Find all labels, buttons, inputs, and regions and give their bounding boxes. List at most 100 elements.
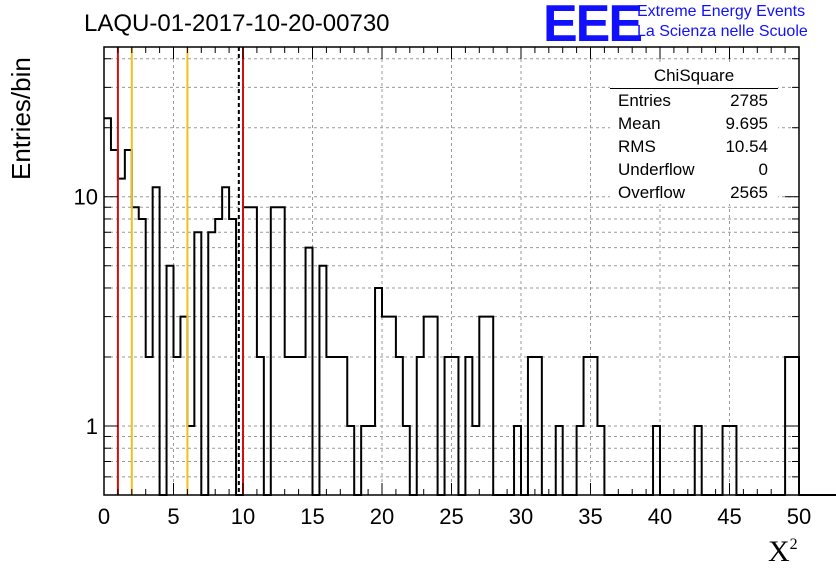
histogram-bin bbox=[695, 426, 702, 495]
stats-row-rms: RMS 10.54 bbox=[610, 135, 778, 158]
histogram-bin bbox=[465, 357, 472, 495]
histogram-bin bbox=[278, 207, 285, 495]
histogram-bin bbox=[257, 357, 264, 495]
histogram-bin bbox=[174, 357, 181, 495]
histogram-outline bbox=[104, 117, 836, 496]
x-tick-label: 0 bbox=[98, 504, 110, 529]
histogram-bin bbox=[403, 426, 410, 495]
stats-label: Mean bbox=[618, 114, 661, 133]
stats-label: Overflow bbox=[618, 183, 686, 202]
x-tick-label: 40 bbox=[648, 504, 672, 529]
histogram-bin bbox=[187, 426, 194, 495]
histogram-bin bbox=[299, 357, 306, 495]
stats-title: ChiSquare bbox=[610, 64, 778, 89]
histogram-bin bbox=[306, 248, 313, 495]
histogram-bin bbox=[389, 317, 396, 495]
histogram-bin bbox=[271, 207, 278, 495]
x-tick-label: 10 bbox=[231, 504, 255, 529]
stats-value: 2565 bbox=[730, 183, 768, 202]
x-tick-label: 45 bbox=[717, 504, 741, 529]
stats-row-overflow: Overflow 2565 bbox=[610, 181, 778, 204]
stats-label: Underflow bbox=[618, 160, 695, 179]
x-axis-label: X2 bbox=[768, 535, 798, 569]
histogram-bin bbox=[104, 118, 111, 495]
histogram-bin bbox=[723, 426, 730, 495]
x-axis-label-base: X bbox=[768, 535, 790, 568]
histogram-bin bbox=[730, 426, 737, 495]
histogram-bin bbox=[229, 219, 236, 495]
histogram-bin bbox=[139, 219, 146, 495]
histogram-bin bbox=[361, 426, 368, 495]
histogram-bin bbox=[340, 357, 347, 495]
x-tick-label: 35 bbox=[578, 504, 602, 529]
y-axis-label: Entries/bin bbox=[6, 57, 36, 180]
histogram-bars bbox=[104, 117, 836, 496]
stats-row-underflow: Underflow 0 bbox=[610, 158, 778, 181]
histogram-bin bbox=[472, 426, 479, 495]
histogram-bin bbox=[396, 357, 403, 495]
y-tick-label: 1 bbox=[86, 414, 98, 439]
stats-row-entries: Entries 2785 bbox=[610, 89, 778, 112]
stats-label: RMS bbox=[618, 137, 656, 156]
stats-value: 2785 bbox=[730, 91, 768, 110]
x-tick-label: 30 bbox=[509, 504, 533, 529]
histogram-bin bbox=[535, 357, 542, 495]
histogram-bin bbox=[285, 357, 292, 495]
histogram-bin bbox=[528, 357, 535, 495]
x-tick-label: 20 bbox=[370, 504, 394, 529]
reference-lines bbox=[116, 47, 244, 495]
histogram-bin bbox=[146, 357, 153, 495]
histogram-bin bbox=[153, 187, 160, 495]
y-tick-label: 10 bbox=[74, 185, 98, 210]
stats-box: ChiSquare Entries 2785 Mean 9.695 RMS 10… bbox=[610, 64, 778, 204]
x-tick-label: 25 bbox=[439, 504, 463, 529]
histogram-bin bbox=[375, 288, 382, 495]
histogram-bin bbox=[243, 207, 250, 495]
histogram-bin bbox=[222, 187, 229, 495]
histogram-bin bbox=[591, 357, 598, 495]
stats-label: Entries bbox=[618, 91, 671, 110]
histogram-bin bbox=[417, 357, 424, 495]
histogram-bin bbox=[111, 150, 118, 495]
histogram-bin bbox=[452, 357, 459, 495]
eee-logo: EEE bbox=[543, 0, 643, 53]
histogram-bin bbox=[382, 317, 389, 495]
plot-axes bbox=[103, 46, 800, 496]
histogram-bin bbox=[577, 426, 584, 495]
logo-caption-line1: Extreme Energy Events bbox=[637, 3, 806, 20]
histogram-bin bbox=[445, 357, 452, 495]
histogram-bin bbox=[368, 426, 375, 495]
histogram-bin bbox=[653, 426, 660, 495]
x-tick-label: 50 bbox=[787, 504, 811, 529]
histogram-bin bbox=[292, 357, 299, 495]
stats-value: 9.695 bbox=[725, 114, 768, 133]
histogram-bin bbox=[584, 357, 591, 495]
histogram-bin bbox=[208, 232, 215, 495]
x-tick-label: 5 bbox=[167, 504, 179, 529]
histogram-bin bbox=[167, 266, 174, 495]
histogram-bin bbox=[431, 317, 438, 495]
x-tick-labels: 0 5 10 15 20 25 30 35 40 45 50 bbox=[98, 504, 811, 529]
histogram-bin bbox=[597, 426, 604, 495]
histogram-bin bbox=[479, 317, 486, 495]
histogram-bin bbox=[132, 207, 139, 495]
histogram-bin bbox=[556, 426, 563, 495]
histogram-bin bbox=[347, 426, 354, 495]
histogram-bin bbox=[215, 219, 222, 495]
histogram-bin bbox=[118, 179, 125, 495]
histogram-bin bbox=[319, 266, 326, 495]
histogram-bin bbox=[180, 317, 187, 495]
x-axis-label-sup: 2 bbox=[789, 536, 798, 553]
histogram-bin bbox=[333, 357, 340, 495]
histogram-bin bbox=[424, 317, 431, 495]
histogram-bin bbox=[125, 150, 132, 495]
histogram-bin bbox=[486, 317, 493, 495]
chart-title: LAQU-01-2017-10-20-00730 bbox=[84, 10, 390, 37]
stats-value: 0 bbox=[758, 160, 768, 179]
histogram-bin bbox=[194, 232, 201, 495]
x-tick-label: 15 bbox=[300, 504, 324, 529]
logo-caption-line2: La Scienza nelle Scuole bbox=[637, 23, 808, 40]
stats-row-mean: Mean 9.695 bbox=[610, 112, 778, 135]
y-tick-labels: 1 10 bbox=[74, 185, 98, 439]
